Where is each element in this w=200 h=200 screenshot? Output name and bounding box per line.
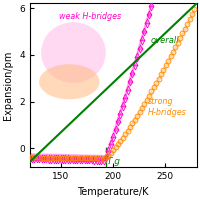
Text: T g: T g bbox=[107, 157, 120, 166]
Text: weak H-bridges: weak H-bridges bbox=[59, 12, 121, 21]
Y-axis label: Expansion/pm: Expansion/pm bbox=[3, 51, 13, 120]
Text: overall: overall bbox=[151, 36, 179, 45]
Ellipse shape bbox=[41, 22, 106, 83]
Ellipse shape bbox=[39, 64, 100, 99]
X-axis label: Temperature/K: Temperature/K bbox=[77, 187, 149, 197]
Text: strong: strong bbox=[148, 97, 173, 106]
Text: H-bridges: H-bridges bbox=[148, 108, 186, 117]
